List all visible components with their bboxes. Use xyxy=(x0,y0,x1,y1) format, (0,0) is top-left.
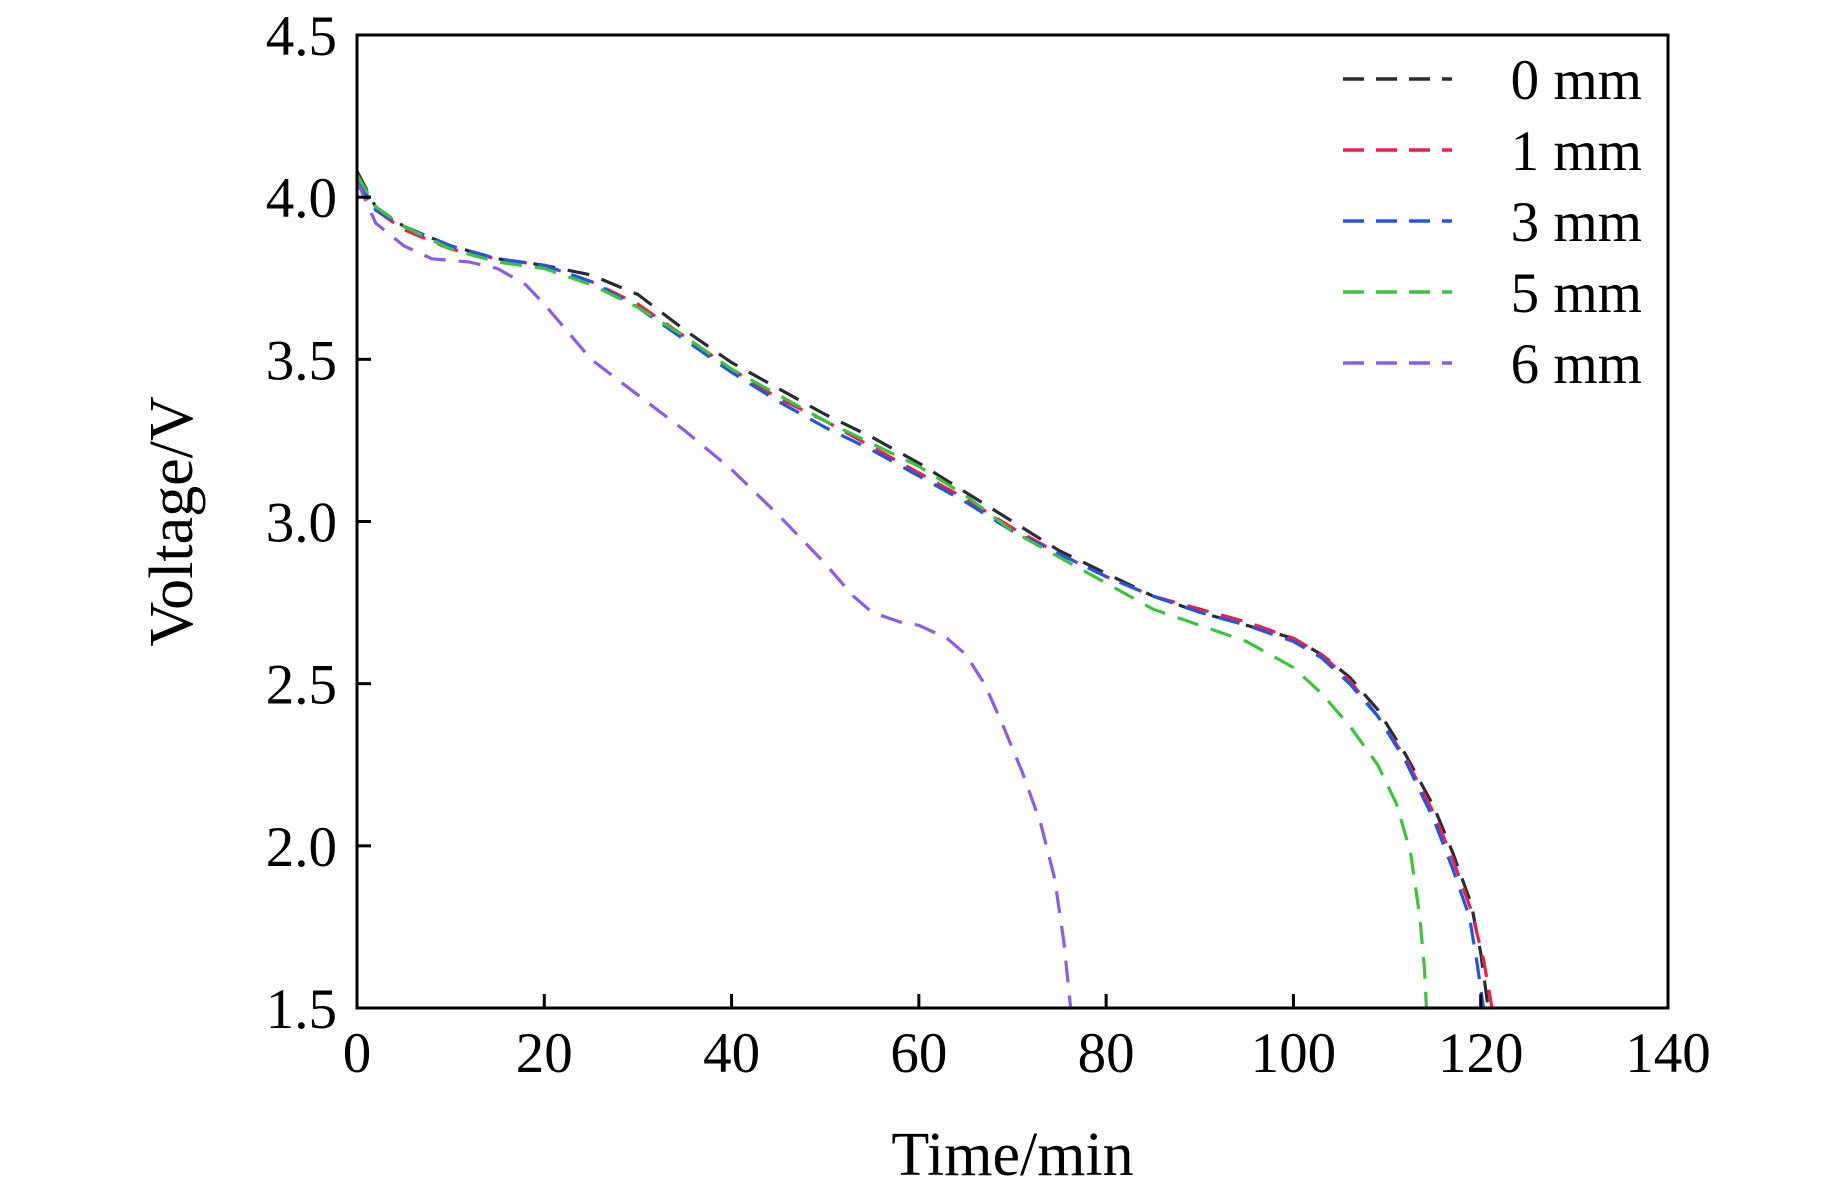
x-tick-label: 100 xyxy=(1251,1022,1337,1085)
y-tick-label: 3.0 xyxy=(266,492,337,555)
legend-label: 6 mm xyxy=(1511,333,1642,396)
legend-label: 3 mm xyxy=(1511,191,1642,254)
y-tick-label: 2.0 xyxy=(266,816,337,879)
legend-label: 0 mm xyxy=(1511,49,1642,112)
y-tick-label: 2.5 xyxy=(266,654,337,717)
series-line-2 xyxy=(355,176,1486,1009)
legend-label: 1 mm xyxy=(1511,120,1642,183)
series-line-1 xyxy=(355,180,1494,1009)
series-line-0 xyxy=(355,170,1490,1009)
legend: 0 mm 1 mm 3 mm 5 mm 6 mm xyxy=(1343,49,1642,396)
plot-area-frame xyxy=(355,33,1670,1010)
x-tick-label: 60 xyxy=(890,1022,947,1085)
y-tick-label: 1.5 xyxy=(266,978,337,1041)
series-lines xyxy=(355,170,1494,1009)
y-tick-label: 4.5 xyxy=(266,5,337,68)
x-tick-label: 40 xyxy=(703,1022,760,1085)
y-axis-title: Voltage/V xyxy=(138,396,206,646)
y-tick-label: 4.0 xyxy=(266,167,337,230)
x-axis-title: Time/min xyxy=(891,1121,1133,1189)
y-tick-label: 3.5 xyxy=(266,329,337,392)
x-tick-label: 80 xyxy=(1078,1022,1135,1085)
x-tick-label: 0 xyxy=(343,1022,372,1085)
x-tick-label: 120 xyxy=(1438,1022,1524,1085)
legend-label: 5 mm xyxy=(1511,262,1642,325)
series-line-3 xyxy=(355,173,1428,1009)
x-axis: 0 20 40 60 80 100 120 140 xyxy=(343,994,1711,1085)
x-tick-label: 140 xyxy=(1625,1022,1711,1085)
y-axis: 1.5 2.0 2.5 3.0 3.5 4.0 4.5 xyxy=(266,5,371,1041)
x-tick-label: 20 xyxy=(516,1022,573,1085)
series-line-4 xyxy=(355,180,1073,1009)
